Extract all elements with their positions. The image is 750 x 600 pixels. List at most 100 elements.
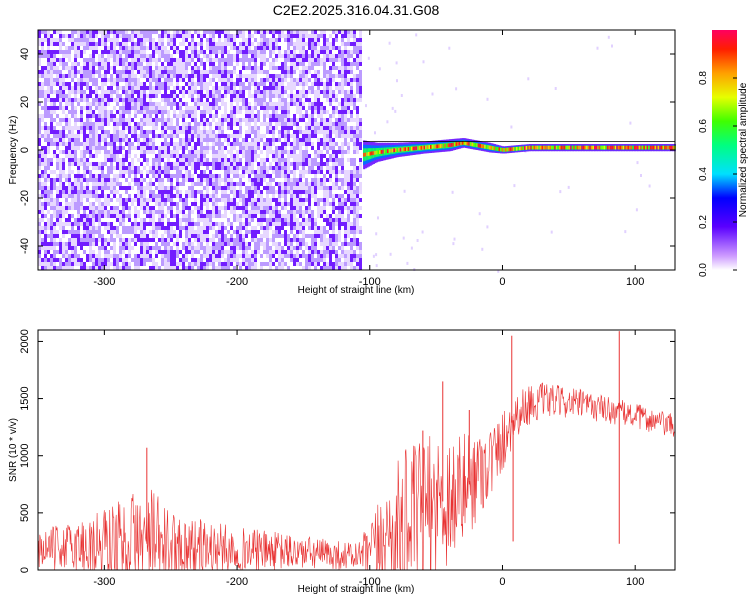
noise-cell bbox=[119, 210, 122, 214]
noise-cell bbox=[311, 246, 314, 250]
noise-cell bbox=[332, 126, 335, 130]
noise-cell bbox=[224, 170, 227, 174]
noise-cell bbox=[38, 42, 41, 46]
noise-cell bbox=[149, 250, 152, 254]
noise-cell bbox=[38, 174, 41, 178]
noise-cell bbox=[143, 98, 146, 102]
noise-cell bbox=[302, 74, 305, 78]
noise-cell bbox=[269, 166, 272, 170]
noise-cell bbox=[149, 106, 152, 110]
noise-cell bbox=[116, 198, 119, 202]
noise-cell bbox=[53, 202, 56, 206]
noise-cell bbox=[326, 218, 329, 222]
noise-cell bbox=[257, 154, 260, 158]
noise-cell bbox=[206, 130, 209, 134]
noise-cell bbox=[248, 154, 251, 158]
noise-cell bbox=[302, 106, 305, 110]
noise-cell bbox=[212, 106, 215, 110]
noise-cell bbox=[161, 106, 164, 110]
noise-cell bbox=[215, 206, 218, 210]
noise-cell bbox=[206, 218, 209, 222]
noise-cell bbox=[179, 258, 182, 262]
noise-cell bbox=[83, 150, 86, 154]
noise-cell bbox=[191, 218, 194, 222]
noise-cell bbox=[200, 198, 203, 202]
noise-cell bbox=[221, 54, 224, 58]
noise-cell bbox=[194, 238, 197, 242]
noise-cell bbox=[251, 142, 254, 146]
noise-cell bbox=[311, 114, 314, 118]
noise-cell bbox=[50, 130, 53, 134]
noise-cell bbox=[227, 142, 230, 146]
noise-cell bbox=[350, 102, 353, 106]
noise-cell bbox=[161, 214, 164, 218]
noise-cell bbox=[230, 262, 233, 266]
noise-cell bbox=[77, 194, 80, 198]
noise-cell bbox=[89, 266, 92, 270]
noise-cell bbox=[128, 230, 131, 234]
noise-cell bbox=[188, 218, 191, 222]
noise-cell bbox=[74, 98, 77, 102]
noise-cell bbox=[89, 214, 92, 218]
noise-cell bbox=[179, 230, 182, 234]
noise-cell bbox=[275, 94, 278, 98]
noise-cell bbox=[266, 30, 269, 34]
noise-cell bbox=[221, 86, 224, 90]
noise-cell bbox=[323, 90, 326, 94]
noise-cell bbox=[269, 54, 272, 58]
noise-cell bbox=[170, 206, 173, 210]
noise-cell bbox=[38, 206, 41, 210]
noise-cell bbox=[284, 110, 287, 114]
noise-cell bbox=[293, 66, 296, 70]
noise-cell bbox=[56, 30, 59, 34]
noise-cell bbox=[173, 242, 176, 246]
noise-cell bbox=[350, 206, 353, 210]
noise-cell bbox=[146, 102, 149, 106]
noise-cell bbox=[269, 106, 272, 110]
noise-cell bbox=[47, 158, 50, 162]
noise-cell bbox=[233, 214, 236, 218]
noise-cell bbox=[266, 242, 269, 246]
noise-cell bbox=[224, 234, 227, 238]
noise-cell bbox=[170, 246, 173, 250]
noise-cell bbox=[293, 34, 296, 38]
noise-cell bbox=[332, 218, 335, 222]
noise-cell bbox=[119, 174, 122, 178]
noise-cell bbox=[128, 70, 131, 74]
noise-cell bbox=[116, 90, 119, 94]
noise-cell bbox=[185, 162, 188, 166]
noise-cell bbox=[56, 38, 59, 42]
noise-cell bbox=[305, 58, 308, 62]
noise-cell bbox=[89, 110, 92, 114]
noise-cell bbox=[218, 186, 221, 190]
noise-cell bbox=[173, 130, 176, 134]
noise-cell bbox=[185, 62, 188, 66]
noise-cell bbox=[218, 142, 221, 146]
noise-cell bbox=[221, 246, 224, 250]
noise-cell bbox=[188, 214, 191, 218]
noise-cell bbox=[47, 110, 50, 114]
noise-cell bbox=[182, 226, 185, 230]
noise-cell bbox=[305, 50, 308, 54]
noise-cell bbox=[113, 178, 116, 182]
noise-cell bbox=[353, 130, 356, 134]
noise-cell bbox=[248, 198, 251, 202]
noise-cell bbox=[320, 130, 323, 134]
noise-cell bbox=[284, 62, 287, 66]
noise-cell bbox=[320, 82, 323, 86]
noise-cell bbox=[128, 214, 131, 218]
noise-cell bbox=[122, 130, 125, 134]
noise-cell bbox=[353, 74, 356, 78]
noise-cell bbox=[230, 242, 233, 246]
noise-cell bbox=[224, 186, 227, 190]
noise-cell bbox=[128, 46, 131, 50]
noise-cell bbox=[272, 58, 275, 62]
noise-cell bbox=[152, 214, 155, 218]
noise-cell bbox=[254, 154, 257, 158]
noise-cell bbox=[80, 94, 83, 98]
noise-cell bbox=[275, 266, 278, 270]
noise-cell bbox=[335, 222, 338, 226]
noise-cell bbox=[287, 222, 290, 226]
noise-cell bbox=[230, 34, 233, 38]
noise-cell bbox=[170, 214, 173, 218]
